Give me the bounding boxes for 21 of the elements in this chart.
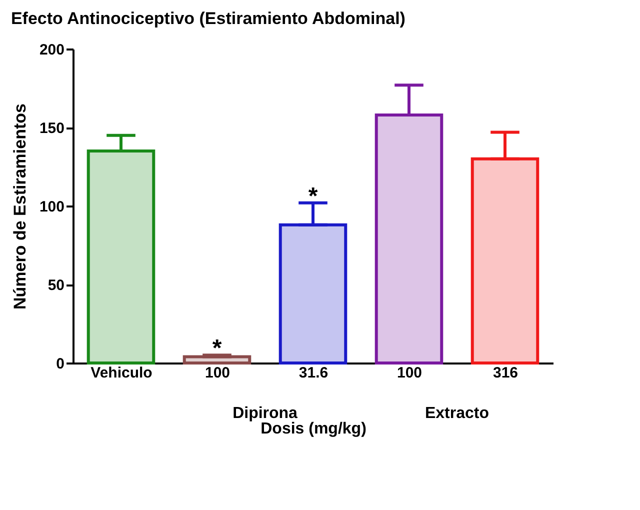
text: Extracto	[424, 405, 490, 422]
text: Dipirona	[232, 405, 298, 422]
x-tick-label: 31.6	[298, 364, 328, 382]
y-tick-label: 200	[39, 42, 64, 58]
bar	[470, 157, 540, 364]
y-axis-title: Número de Estiramientos	[10, 104, 30, 310]
y-tick-label: 50	[48, 277, 64, 294]
x-tick-label: 100	[396, 364, 422, 382]
x-axis-title: Dosis (mg/kg)	[260, 420, 366, 438]
annotation: *	[212, 335, 222, 362]
chart-title: Efecto Antinociceptivo (Estiramiento Abdominal)	[10, 9, 406, 28]
x-tick-label: 316	[492, 364, 518, 382]
y-tick-label: 100	[39, 198, 64, 216]
x-tick-label: Vehiculo	[90, 364, 152, 382]
bar	[374, 113, 444, 364]
annotation: *	[308, 182, 318, 210]
y-tick-label: 150	[39, 120, 64, 137]
bar	[278, 223, 348, 364]
y-tick-label: 0	[56, 356, 64, 372]
x-tick-label: 100	[204, 364, 230, 382]
bar	[86, 150, 156, 364]
